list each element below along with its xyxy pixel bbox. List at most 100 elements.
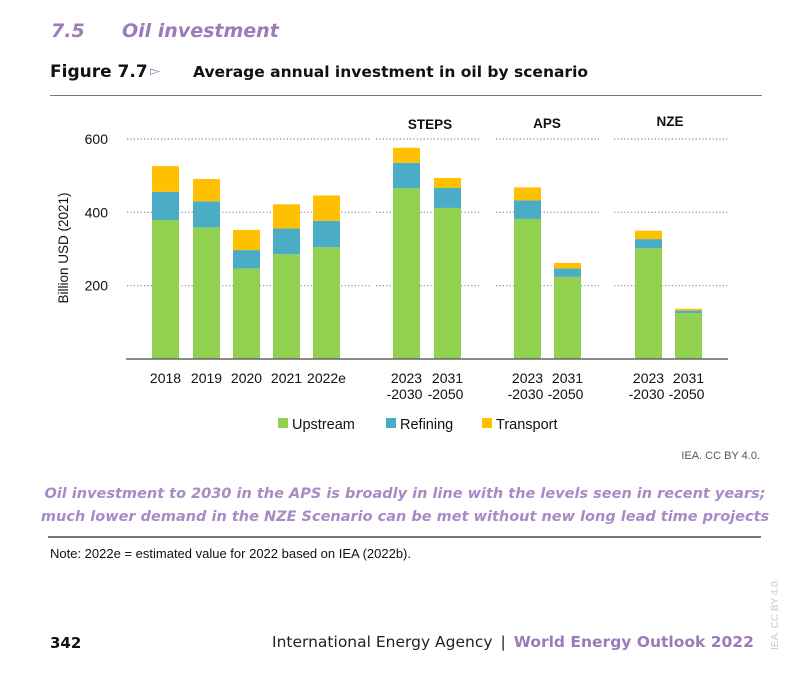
bar-refining-5 [393, 162, 420, 189]
x-tick-label-line2: -2050 [548, 386, 584, 402]
section-number: 7.5 [51, 20, 85, 42]
triangle-right-icon: ▻ [150, 64, 160, 79]
y-axis-label: Billion USD (2021) [56, 192, 71, 303]
legend-item-refining: Refining [386, 417, 453, 433]
x-tick-label-line2: -2030 [508, 386, 544, 402]
bar-refining-7 [514, 200, 541, 219]
x-tick-label-line2: -2050 [669, 386, 705, 402]
bar-upstream-1 [193, 227, 220, 359]
y-tick-label: 400 [85, 204, 109, 220]
bar-refining-9 [635, 239, 662, 249]
bar-transport-1 [193, 178, 220, 202]
bar-upstream-5 [393, 188, 420, 359]
bar-stack-8 [554, 262, 581, 359]
bar-refining-0 [152, 191, 179, 221]
bar-stack-6 [434, 177, 461, 359]
bar-refining-3 [273, 228, 300, 255]
x-tick-label: 2023 [391, 370, 422, 386]
bar-refining-10 [675, 310, 702, 314]
bar-refining-6 [434, 187, 461, 208]
bar-upstream-7 [514, 218, 541, 359]
scenario-labels: STEPS APS NZE [408, 114, 684, 132]
bar-transport-10 [675, 308, 702, 311]
y-tick-label: 200 [85, 278, 109, 294]
bar-stack-2 [233, 229, 260, 359]
bar-refining-2 [233, 250, 260, 269]
scenario-label-steps: STEPS [408, 117, 452, 132]
caption-line-1: Oil investment to 2030 in the APS is bro… [44, 486, 766, 502]
bar-transport-8 [554, 262, 581, 269]
figure-label: Figure 7.7 [50, 62, 148, 82]
chart: 200 400 600 Billion USD (2021) STEPS APS NZE… [56, 114, 728, 433]
legend-label: Upstream [292, 417, 355, 433]
footer-org: International Energy Agency [272, 633, 493, 651]
x-tick-label: 2031 [673, 370, 704, 386]
bar-transport-3 [273, 204, 300, 229]
bar-transport-6 [434, 177, 461, 188]
legend-item-transport: Transport [482, 417, 558, 433]
bar-upstream-2 [233, 268, 260, 359]
footer-separator: | [500, 633, 506, 651]
bars [152, 147, 702, 359]
bar-refining-4 [313, 220, 340, 248]
x-tick-label-line2: -2050 [428, 386, 464, 402]
legend-label: Transport [496, 417, 558, 433]
x-tick-label: 2019 [191, 370, 222, 386]
x-tick-label: 2022e [307, 370, 346, 386]
x-axis-ticks: 2018 2019 2020 2021 2022e 2023-20302031-20502… [150, 370, 705, 402]
x-tick-label: 2031 [552, 370, 583, 386]
bar-upstream-8 [554, 276, 581, 359]
bar-upstream-9 [635, 248, 662, 359]
bar-stack-0 [152, 166, 179, 359]
x-tick-label-line2: -2030 [629, 386, 665, 402]
bar-transport-9 [635, 230, 662, 240]
bar-refining-1 [193, 201, 220, 228]
x-tick-label: 2018 [150, 370, 181, 386]
bar-upstream-3 [273, 254, 300, 359]
x-tick-label: 2023 [633, 370, 664, 386]
title-divider [50, 95, 762, 96]
section-title: Oil investment [122, 20, 279, 42]
bar-transport-2 [233, 229, 260, 251]
side-credit: IEA. CC BY 4.0. [770, 578, 781, 650]
bar-upstream-0 [152, 220, 179, 359]
legend-swatch [482, 418, 492, 428]
bar-stack-7 [514, 187, 541, 359]
bar-transport-4 [313, 195, 340, 221]
legend-swatch [278, 418, 288, 428]
bar-refining-8 [554, 268, 581, 277]
legend-label: Refining [400, 417, 453, 433]
figure-note: Note: 2022e = estimated value for 2022 b… [50, 546, 411, 561]
scenario-label-nze: NZE [657, 114, 684, 129]
scenario-label-aps: APS [533, 116, 561, 131]
bar-upstream-6 [434, 207, 461, 359]
footer-publication: World Energy Outlook 2022 [513, 633, 754, 651]
bar-transport-5 [393, 147, 420, 163]
bar-upstream-4 [313, 247, 340, 359]
x-tick-label: 2020 [231, 370, 262, 386]
bar-transport-7 [514, 187, 541, 201]
legend: Upstream Refining Transport [278, 417, 558, 433]
caption-line-2: much lower demand in the NZE Scenario ca… [40, 509, 770, 525]
legend-item-upstream: Upstream [278, 417, 355, 433]
bar-upstream-10 [675, 313, 702, 359]
bar-stack-4 [313, 195, 340, 359]
bar-stack-1 [193, 178, 220, 359]
footer: International Energy Agency | World Energy… [272, 633, 754, 651]
y-tick-label: 600 [85, 131, 109, 147]
x-tick-label: 2031 [432, 370, 463, 386]
bar-stack-5 [393, 147, 420, 359]
chart-credit: IEA. CC BY 4.0. [681, 450, 760, 462]
bar-stack-10 [675, 308, 702, 359]
figure-title: Average annual investment in oil by scen… [193, 63, 589, 81]
x-tick-label: 2023 [512, 370, 543, 386]
x-tick-label-line2: -2030 [387, 386, 423, 402]
legend-swatch [386, 418, 396, 428]
bar-stack-3 [273, 204, 300, 359]
x-tick-label: 2021 [271, 370, 302, 386]
bar-transport-0 [152, 166, 179, 192]
bar-stack-9 [635, 230, 662, 359]
y-axis-ticks: 200 400 600 [85, 131, 109, 294]
caption-divider [48, 536, 761, 538]
page-number: 342 [50, 634, 82, 652]
